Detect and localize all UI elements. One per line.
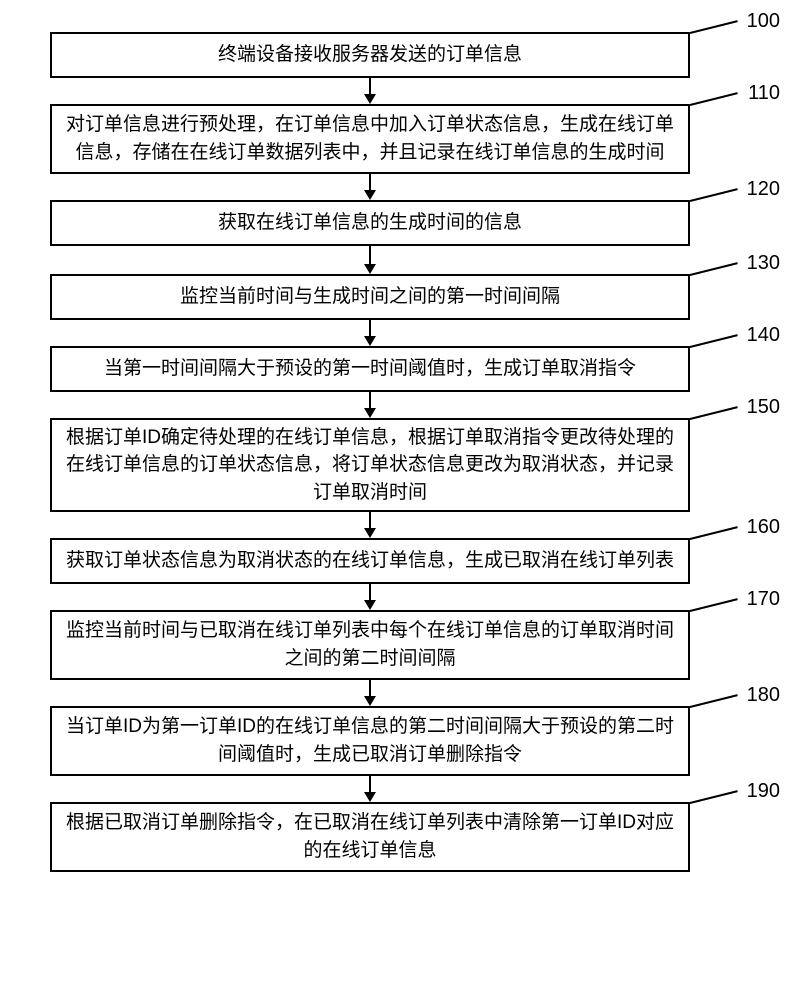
step-text-line: 间阈值时，生成已取消订单删除指令: [66, 741, 674, 769]
step-label-160: 160: [747, 516, 780, 539]
flow-step-180: 当订单ID为第一订单ID的在线订单信息的第二时间间隔大于预设的第二时间阈值时，生…: [50, 706, 690, 776]
flow-arrow-head: [364, 408, 376, 418]
step-text-line: 之间的第二时间间隔: [66, 645, 674, 673]
step-text-line: 终端设备接收服务器发送的订单信息: [218, 41, 522, 69]
step-text-line: 订单取消时间: [66, 479, 674, 507]
step-label-190: 190: [747, 780, 780, 803]
step-text-line: 根据已取消订单删除指令，在已取消在线订单列表中清除第一订单ID对应: [66, 809, 674, 837]
flow-arrow-head: [364, 600, 376, 610]
label-connector: [690, 262, 738, 276]
step-label-110: 110: [748, 82, 780, 105]
step-text-line: 当第一时间间隔大于预设的第一时间阈值时，生成订单取消指令: [104, 355, 636, 383]
label-connector: [690, 188, 738, 202]
flow-arrow-head: [364, 792, 376, 802]
label-connector: [690, 526, 738, 540]
flow-step-120: 获取在线订单信息的生成时间的信息: [50, 200, 690, 246]
step-text-line: 的在线订单信息: [66, 837, 674, 865]
flow-step-150: 根据订单ID确定待处理的在线订单信息，根据订单取消指令更改待处理的在线订单信息的…: [50, 418, 690, 512]
label-connector: [690, 92, 738, 106]
flow-step-170: 监控当前时间与已取消在线订单列表中每个在线订单信息的订单取消时间之间的第二时间间…: [50, 610, 690, 680]
flow-step-110: 对订单信息进行预处理，在订单信息中加入订单状态信息，生成在线订单信息，存储在在线…: [50, 104, 690, 174]
step-label-140: 140: [747, 324, 780, 347]
flow-arrow-head: [364, 696, 376, 706]
step-label-120: 120: [747, 178, 780, 201]
step-label-180: 180: [747, 684, 780, 707]
step-text-line: 获取在线订单信息的生成时间的信息: [218, 209, 522, 237]
step-text-line: 监控当前时间与生成时间之间的第一时间间隔: [180, 283, 560, 311]
step-label-150: 150: [747, 396, 780, 419]
flowchart-canvas: 终端设备接收服务器发送的订单信息 100 对订单信息进行预处理，在订单信息中加入订单…: [0, 0, 805, 1000]
step-label-100: 100: [747, 10, 780, 33]
flow-arrow-head: [364, 264, 376, 274]
label-connector: [690, 406, 738, 420]
label-connector: [690, 598, 738, 612]
step-label-130: 130: [747, 252, 780, 275]
step-text-line: 在线订单信息的订单状态信息，将订单状态信息更改为取消状态，并记录: [66, 451, 674, 479]
flow-arrow-head: [364, 528, 376, 538]
step-text-line: 当订单ID为第一订单ID的在线订单信息的第二时间间隔大于预设的第二时: [66, 713, 674, 741]
flow-step-190: 根据已取消订单删除指令，在已取消在线订单列表中清除第一订单ID对应的在线订单信息: [50, 802, 690, 872]
flow-arrow-head: [364, 336, 376, 346]
step-text-line: 监控当前时间与已取消在线订单列表中每个在线订单信息的订单取消时间: [66, 617, 674, 645]
flow-arrow-head: [364, 94, 376, 104]
flow-step-130: 监控当前时间与生成时间之间的第一时间间隔: [50, 274, 690, 320]
step-text-line: 根据订单ID确定待处理的在线订单信息，根据订单取消指令更改待处理的: [66, 424, 674, 452]
flow-step-140: 当第一时间间隔大于预设的第一时间阈值时，生成订单取消指令: [50, 346, 690, 392]
label-connector: [690, 694, 738, 708]
step-text-line: 获取订单状态信息为取消状态的在线订单信息，生成已取消在线订单列表: [66, 547, 674, 575]
flow-step-160: 获取订单状态信息为取消状态的在线订单信息，生成已取消在线订单列表: [50, 538, 690, 584]
step-label-170: 170: [747, 588, 780, 611]
flow-step-100: 终端设备接收服务器发送的订单信息: [50, 32, 690, 78]
label-connector: [690, 790, 738, 804]
flow-arrow-head: [364, 190, 376, 200]
step-text-line: 信息，存储在在线订单数据列表中，并且记录在线订单信息的生成时间: [66, 139, 674, 167]
label-connector: [690, 20, 738, 34]
step-text-line: 对订单信息进行预处理，在订单信息中加入订单状态信息，生成在线订单: [66, 111, 674, 139]
flow-arrow: [369, 246, 371, 266]
label-connector: [690, 334, 738, 348]
